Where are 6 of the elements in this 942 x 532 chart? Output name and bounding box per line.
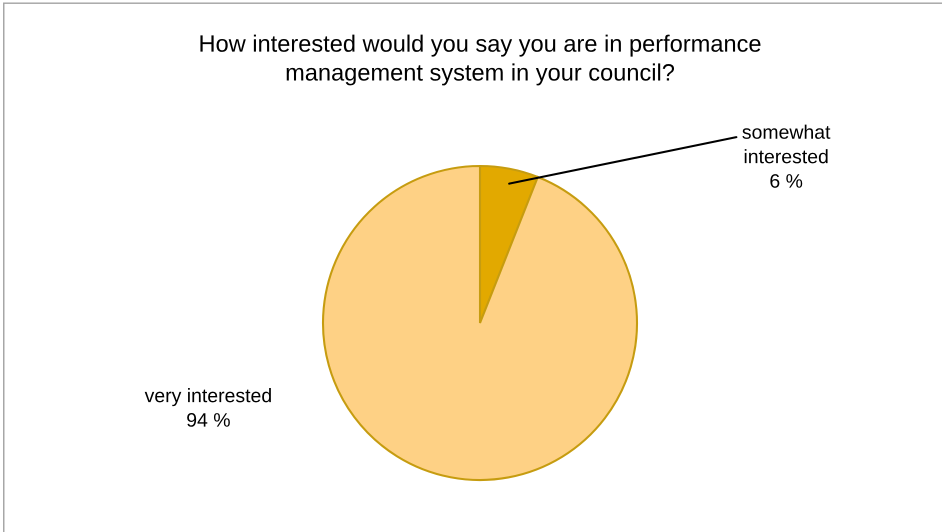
slice-label: somewhat interested	[742, 124, 830, 164]
pie-slice	[322, 164, 638, 482]
chart-title: How interested would you say you are in performance management system in your council?	[200, 34, 760, 86]
slice-label: very interested	[144, 388, 271, 406]
data-label: 6 %	[770, 174, 802, 188]
data-label: 94 %	[187, 413, 230, 427]
